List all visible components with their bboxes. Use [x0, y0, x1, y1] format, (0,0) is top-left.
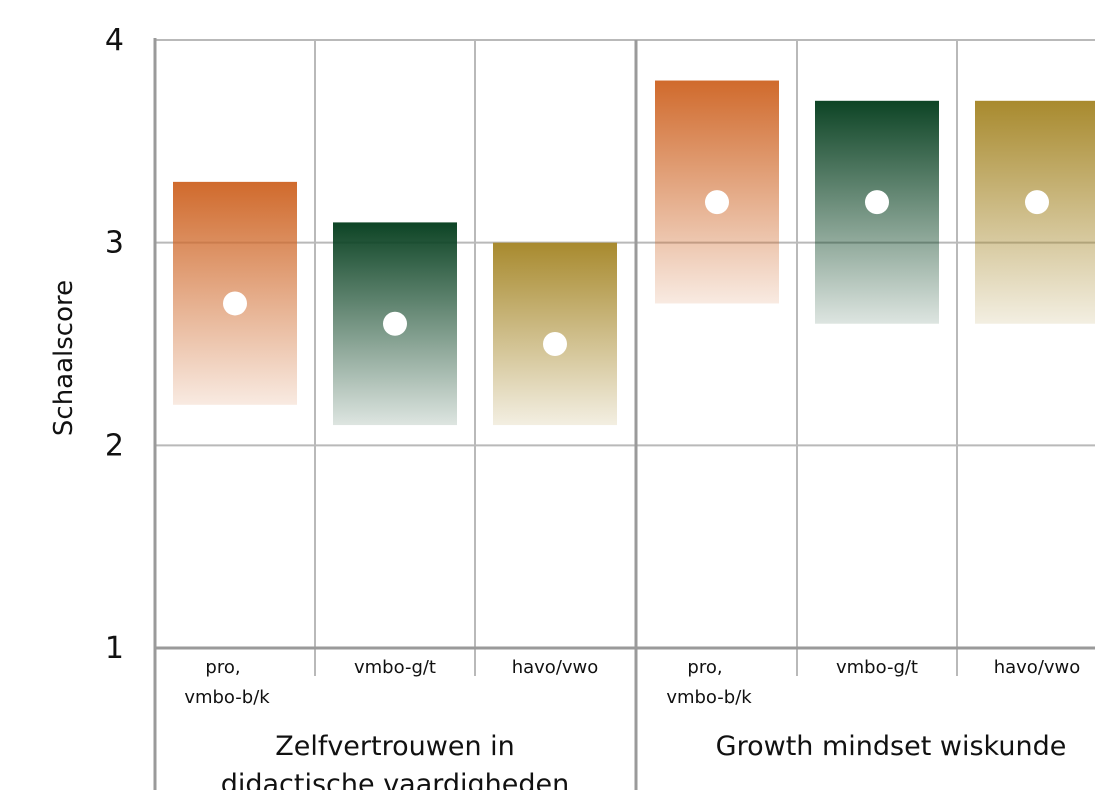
y-tick-label-2: 2	[105, 428, 124, 463]
mean-dot-g1-c0	[705, 190, 729, 215]
y-axis-label: Schaalscore	[49, 280, 79, 436]
y-tick-label-4: 4	[105, 23, 124, 58]
mean-dot-g1-c2	[1025, 190, 1049, 215]
category-label-g0-c0: vmbo-b/k	[184, 687, 270, 708]
category-label-g1-c2: havo/vwo	[994, 657, 1081, 678]
grid-layer	[153, 38, 1095, 790]
group-label-0: Zelfvertrouwen in	[275, 731, 515, 762]
category-label-g0-c0: pro,	[205, 657, 240, 678]
group-label-1: Growth mindset wiskunde	[716, 731, 1067, 762]
category-label-g1-c0: pro,	[687, 657, 722, 678]
mean-dot-g0-c1	[383, 311, 407, 336]
label-layer: 1 2 3 4 pro, vmbo-b/k vmbo-g/t havo/vwo pro, vmbo…	[105, 23, 1080, 790]
y-tick-label-3: 3	[105, 226, 124, 261]
group-label-0: didactische vaardigheden	[221, 769, 570, 790]
category-label-g0-c1: vmbo-g/t	[354, 657, 436, 678]
mean-dot-g0-c2	[543, 332, 567, 356]
category-label-g0-c2: havo/vwo	[512, 657, 599, 678]
category-label-g1-c0: vmbo-b/k	[666, 687, 752, 708]
mean-layer	[223, 190, 1049, 356]
mean-dot-g0-c0	[223, 291, 247, 316]
y-tick-label-1: 1	[105, 631, 124, 666]
mean-dot-g1-c1	[865, 190, 889, 215]
category-label-g1-c1: vmbo-g/t	[836, 657, 918, 678]
